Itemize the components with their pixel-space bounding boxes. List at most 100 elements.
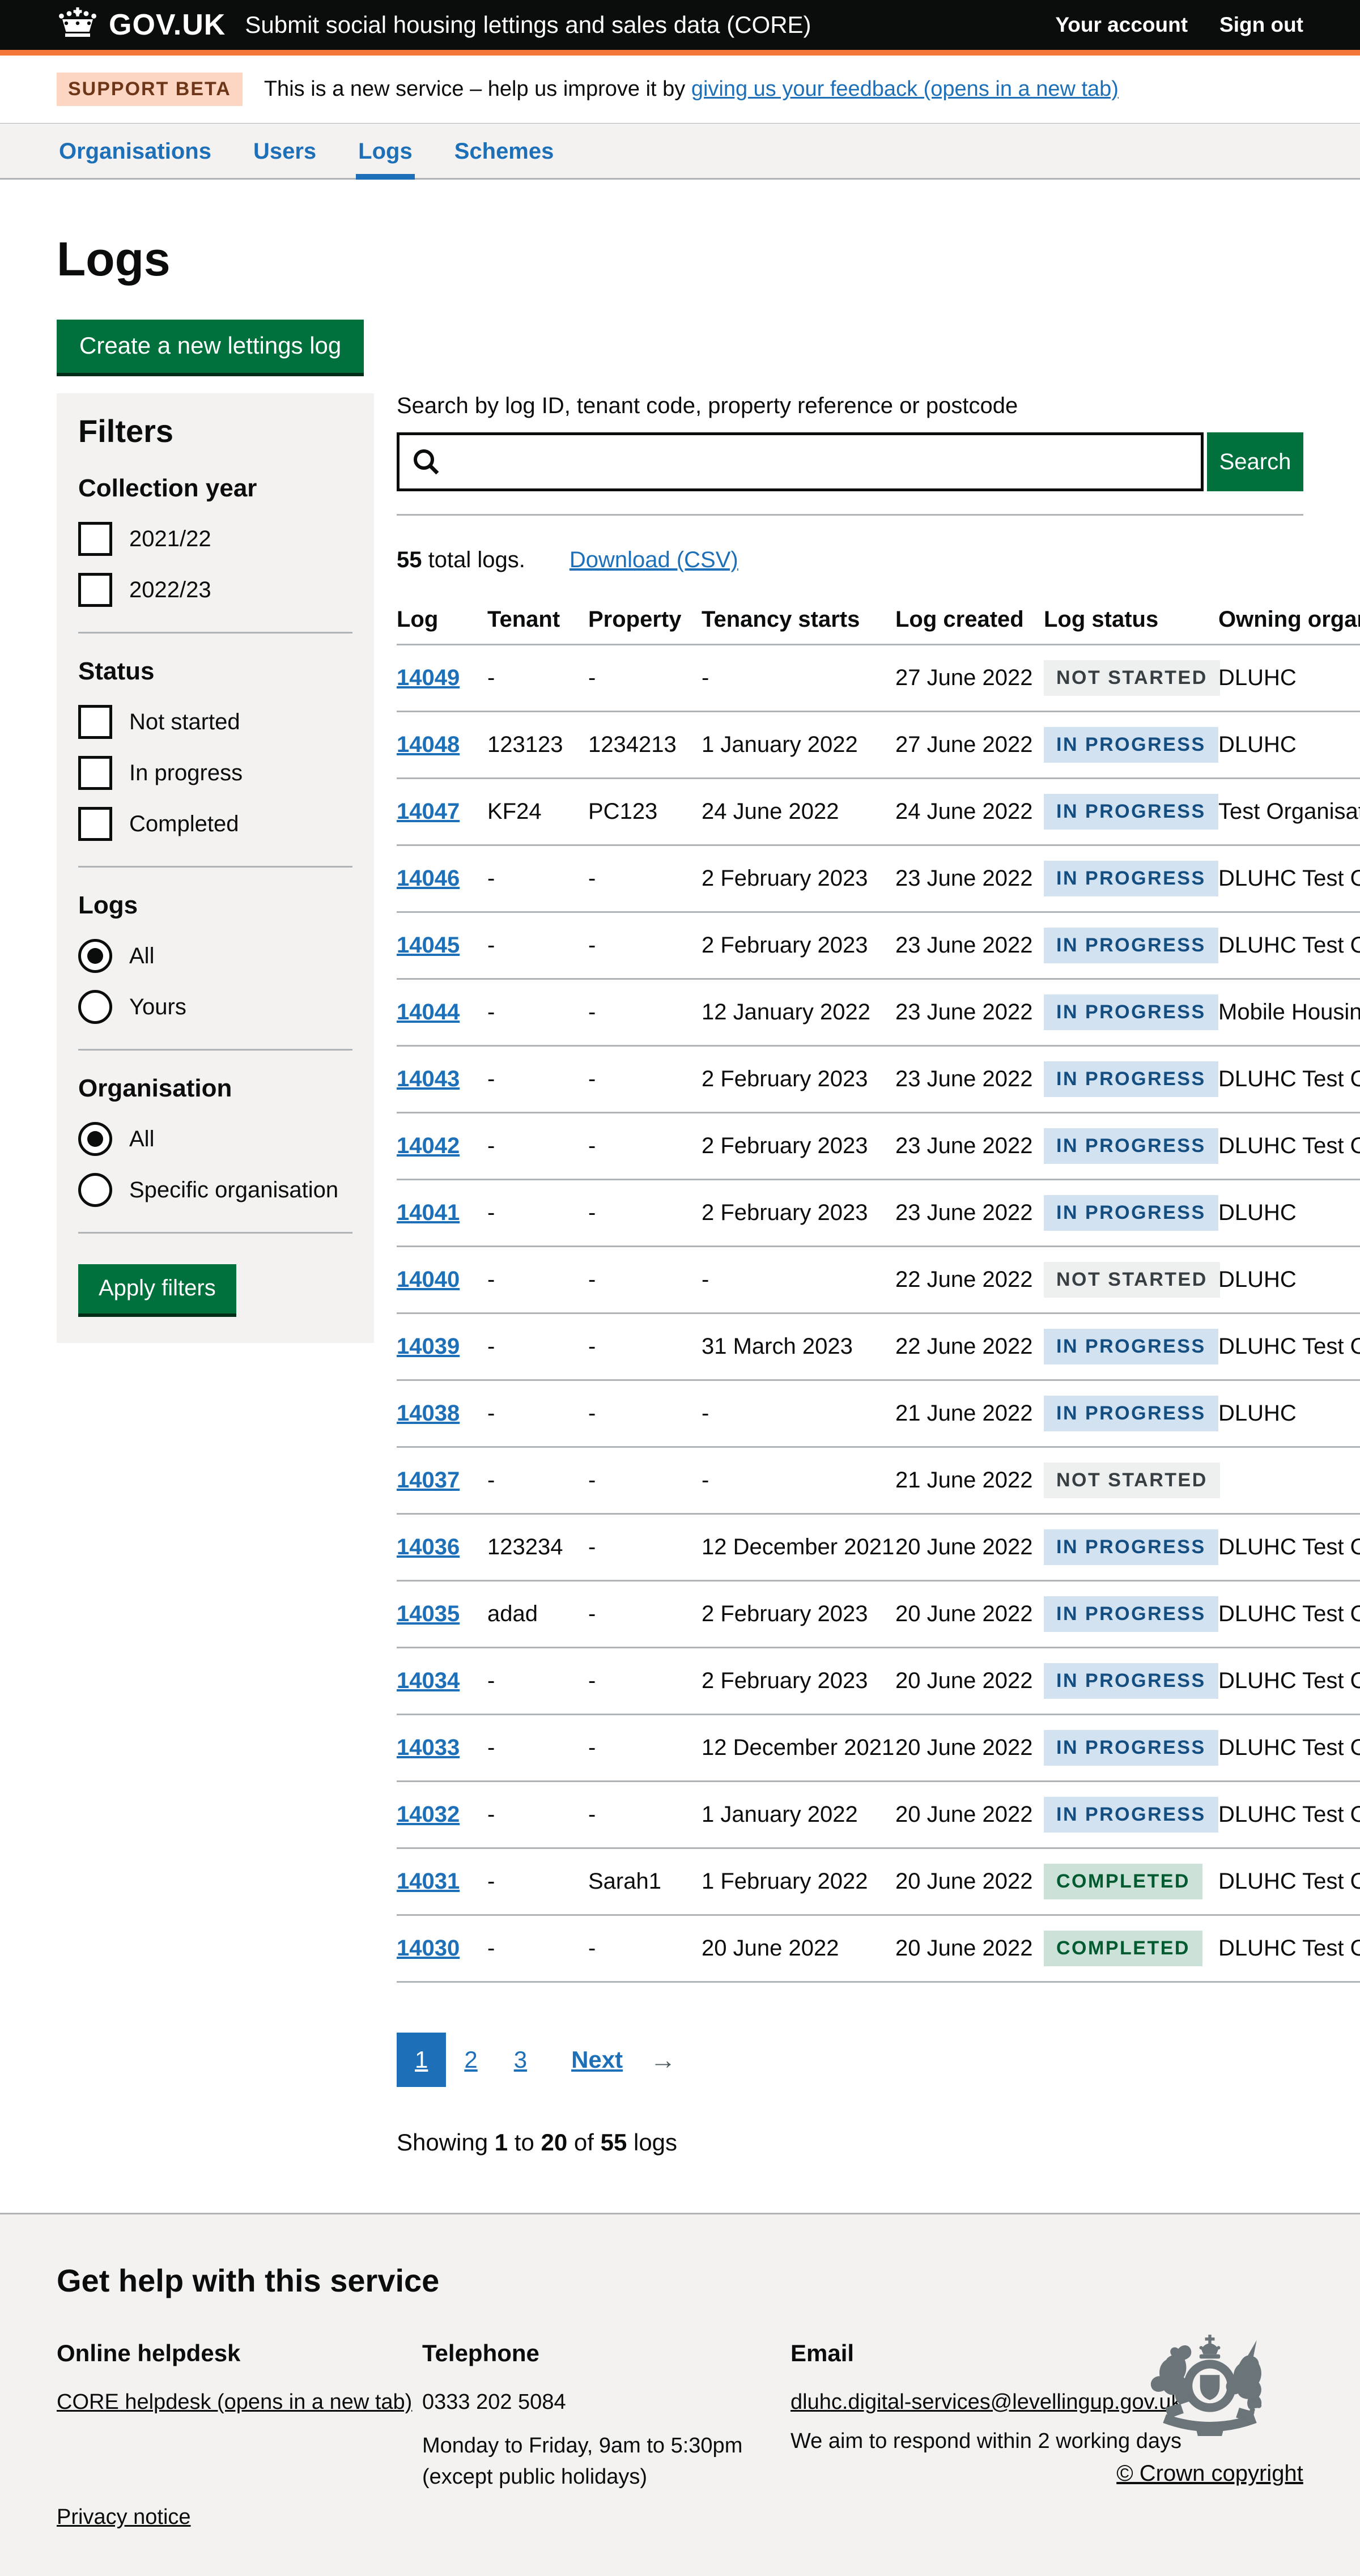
nav-link-logs[interactable]: Logs	[358, 139, 413, 164]
filter-option-label[interactable]: All	[129, 1126, 155, 1151]
pagination-next-link[interactable]: Next	[571, 2046, 623, 2073]
radio-yours[interactable]	[78, 990, 112, 1024]
feedback-link[interactable]: giving us your feedback (opens in a new …	[691, 77, 1119, 101]
log-link-14035[interactable]: 14035	[397, 1601, 460, 1626]
phase-banner-text-before: This is a new service – help us improve …	[264, 77, 691, 101]
filter-option-label[interactable]: Completed	[129, 811, 239, 836]
property-reference: -	[588, 1045, 702, 1113]
log-created-date: 21 June 2022	[895, 1380, 1044, 1448]
crown-copyright-link[interactable]: © Crown copyright	[1116, 2461, 1303, 2486]
filter-divider	[78, 1049, 352, 1051]
checkbox-completed[interactable]	[78, 807, 112, 841]
showing-to: 20	[541, 2129, 568, 2156]
owning-organisation: DLUHC	[1218, 644, 1360, 712]
log-link-14036[interactable]: 14036	[397, 1534, 460, 1559]
filter-option-label[interactable]: In progress	[129, 760, 243, 785]
log-created-date: 27 June 2022	[895, 711, 1044, 779]
status-badge: Not started	[1044, 660, 1220, 696]
checkbox-not-started[interactable]	[78, 705, 112, 739]
log-link-14045[interactable]: 14045	[397, 933, 460, 958]
status-badge: In progress	[1044, 1730, 1218, 1766]
filters-panel: Filters Collection year 2021/22 2022/23 Sta…	[57, 393, 374, 1343]
table-row: 14040- - -22 June 2022 Not started DLUHC	[397, 1246, 1360, 1314]
column-header-owning-organisation: Owning organisation	[1218, 599, 1360, 645]
create-lettings-log-button[interactable]: Create a new lettings log	[57, 320, 364, 373]
search-label: Search by log ID, tenant code, property …	[397, 393, 1018, 418]
radio-specific-organisation[interactable]	[78, 1173, 112, 1207]
owning-organisation: Mobile Housing Organisation	[1218, 979, 1360, 1047]
tenancy-start-date: 12 December 2021	[702, 1714, 895, 1782]
nav-item-users: Users	[251, 124, 318, 178]
pagination-page-1-current[interactable]: 1	[397, 2033, 447, 2087]
checkbox-2021-22[interactable]	[78, 522, 112, 556]
radio-all[interactable]	[78, 939, 112, 973]
radio-all[interactable]	[78, 1122, 112, 1156]
log-link-14032[interactable]: 14032	[397, 1802, 460, 1827]
nav-link-organisations[interactable]: Organisations	[59, 139, 211, 164]
table-row: 14043- -2 February 2023 23 June 2022 In pro…	[397, 1045, 1360, 1113]
filter-option-label[interactable]: 2022/23	[129, 577, 211, 602]
search-button[interactable]: Search	[1207, 432, 1303, 491]
apply-filters-button[interactable]: Apply filters	[78, 1264, 236, 1313]
log-link-14040[interactable]: 14040	[397, 1267, 460, 1292]
tenant-code: adad	[487, 1580, 588, 1648]
pagination-page-3[interactable]: 3	[513, 2046, 528, 2073]
nav-link-users[interactable]: Users	[253, 139, 317, 164]
filter-option-label[interactable]: All	[129, 943, 155, 968]
sign-out-link[interactable]: Sign out	[1219, 13, 1303, 36]
filter-option-label[interactable]: 2021/22	[129, 526, 211, 551]
your-account-link[interactable]: Your account	[1055, 13, 1188, 36]
log-created-date: 23 June 2022	[895, 1112, 1044, 1180]
filter-option-label[interactable]: Yours	[129, 994, 186, 1019]
table-row: 14044- -12 January 2022 23 June 2022 In pro…	[397, 979, 1360, 1047]
service-name[interactable]: Submit social housing lettings and sales…	[245, 11, 811, 38]
showing-prefix: Showing	[397, 2129, 495, 2156]
filter-option-2021-22: 2021/22	[78, 522, 352, 556]
status-badge: In progress	[1044, 928, 1218, 963]
filter-option-all: All	[78, 939, 352, 973]
logs-results: Search by log ID, tenant code, property …	[397, 393, 1360, 2213]
log-link-14041[interactable]: 14041	[397, 1200, 460, 1225]
log-link-14042[interactable]: 14042	[397, 1133, 460, 1158]
log-link-14047[interactable]: 14047	[397, 799, 460, 824]
table-row: 14045- -2 February 2023 23 June 2022 In pro…	[397, 912, 1360, 980]
pagination-page-2[interactable]: 2	[464, 2046, 478, 2073]
privacy-notice-link[interactable]: Privacy notice	[57, 2505, 191, 2529]
property-reference: 1234213	[588, 711, 702, 779]
core-helpdesk-link[interactable]: CORE helpdesk (opens in a new tab)	[57, 2390, 413, 2414]
owning-organisation: DLUHC Test Organisation	[1218, 1045, 1360, 1113]
filter-option-all: All	[78, 1122, 352, 1156]
log-link-14043[interactable]: 14043	[397, 1066, 460, 1091]
log-link-14046[interactable]: 14046	[397, 866, 460, 891]
govuk-logo[interactable]: GOV.UK	[57, 7, 226, 44]
nav-link-schemes[interactable]: Schemes	[454, 139, 554, 164]
filter-option-yours: Yours	[78, 990, 352, 1024]
log-link-14030[interactable]: 14030	[397, 1936, 460, 1961]
checkbox-in-progress[interactable]	[78, 756, 112, 790]
showing-infix2: of	[567, 2129, 601, 2156]
filter-option-label[interactable]: Not started	[129, 709, 240, 734]
owning-organisation: DLUHC Test Organisation	[1218, 1514, 1360, 1582]
tenancy-start-date: 2 February 2023	[702, 1179, 895, 1247]
log-link-14034[interactable]: 14034	[397, 1668, 460, 1693]
column-header-log-status: Log status	[1044, 599, 1218, 645]
property-reference: -	[588, 644, 702, 712]
owning-organisation: Test Organisation	[1218, 778, 1360, 846]
log-link-14033[interactable]: 14033	[397, 1735, 460, 1760]
filter-heading-organisation: Organisation	[78, 1074, 232, 1102]
log-link-14037[interactable]: 14037	[397, 1468, 460, 1493]
table-row: 14035 adad -2 February 2023 20 June 2022 In …	[397, 1580, 1360, 1648]
checkbox-2022-23[interactable]	[78, 573, 112, 607]
log-link-14039[interactable]: 14039	[397, 1334, 460, 1359]
nav-item-organisations: Organisations	[57, 124, 214, 178]
log-link-14038[interactable]: 14038	[397, 1401, 460, 1426]
download-csv-link[interactable]: Download (CSV)	[569, 547, 738, 572]
tenancy-start-date: -	[702, 1447, 895, 1515]
filter-option-label[interactable]: Specific organisation	[129, 1177, 339, 1202]
log-link-14049[interactable]: 14049	[397, 665, 460, 690]
log-link-14031[interactable]: 14031	[397, 1869, 460, 1894]
property-reference: -	[588, 1313, 702, 1381]
search-input[interactable]	[397, 432, 1204, 491]
log-link-14044[interactable]: 14044	[397, 1000, 460, 1025]
log-link-14048[interactable]: 14048	[397, 732, 460, 757]
